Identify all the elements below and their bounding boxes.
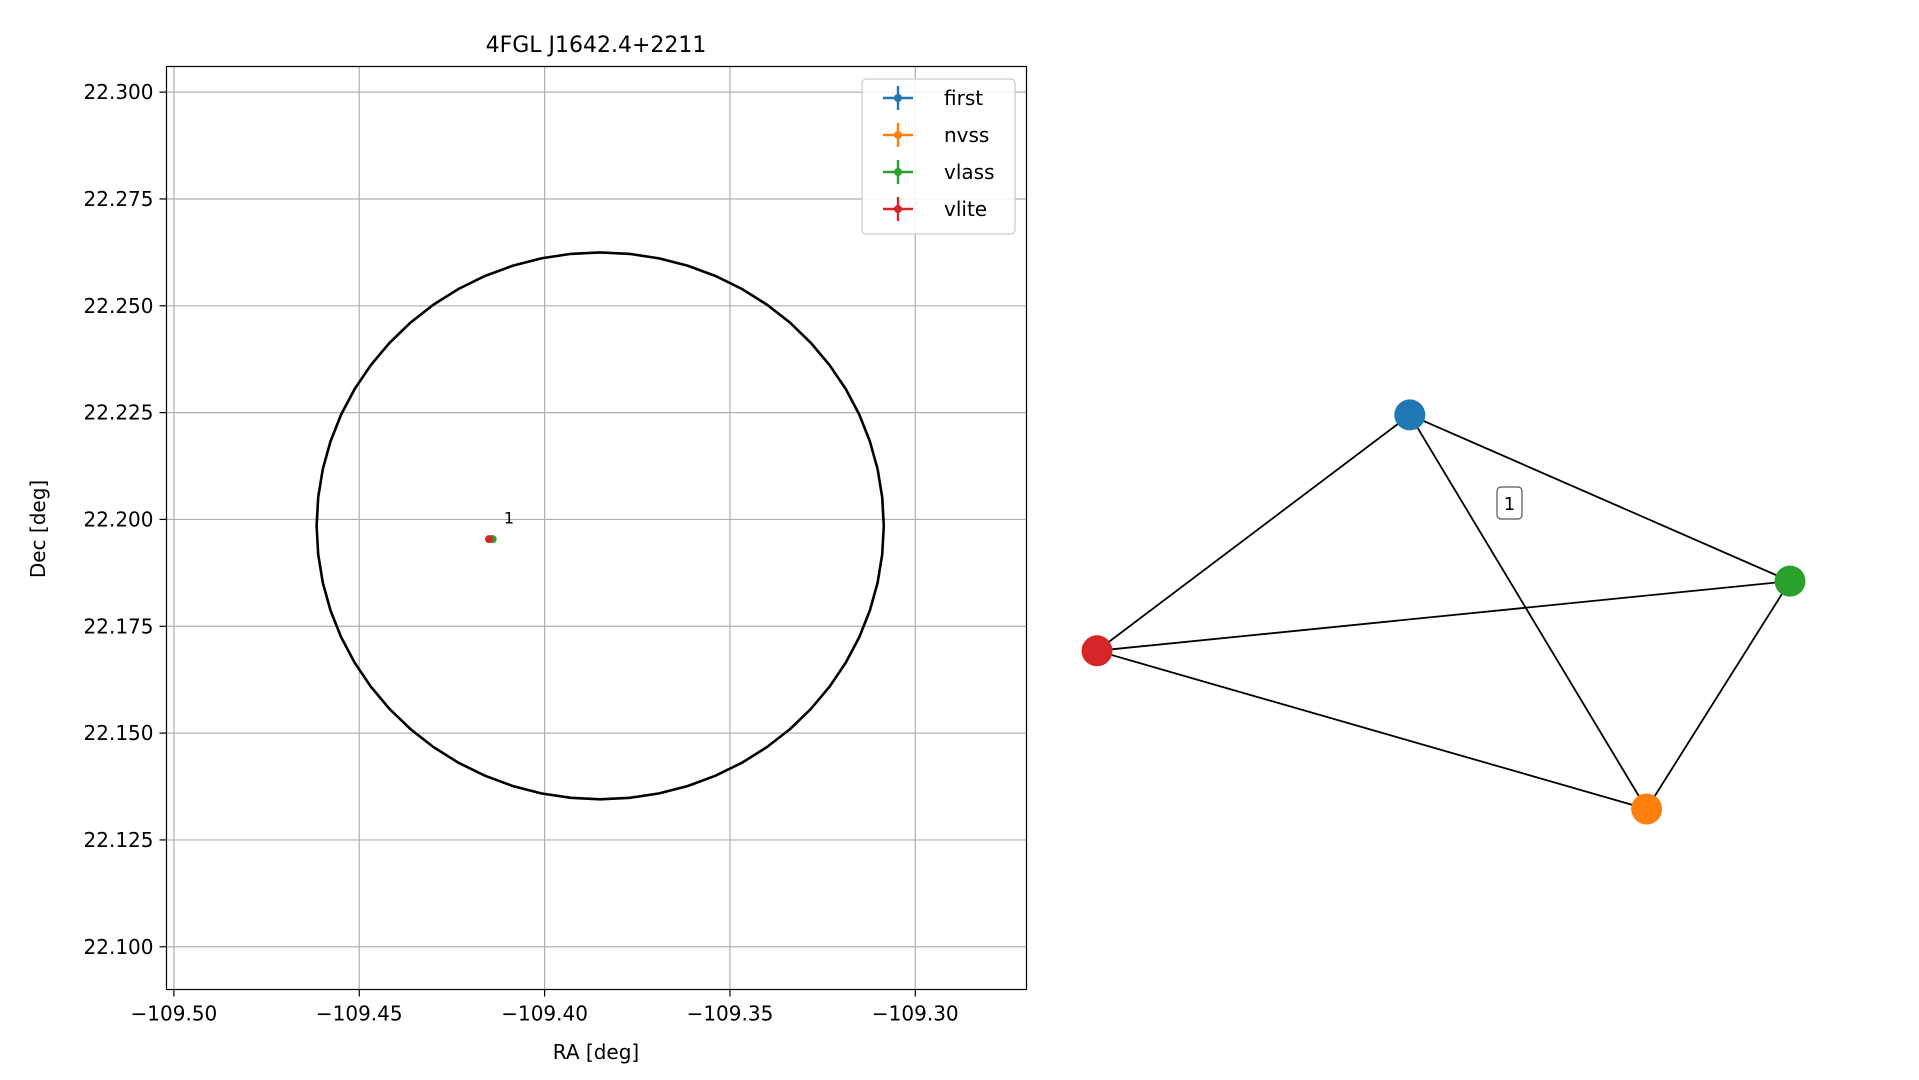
legend-entry-first: first	[883, 86, 983, 110]
y-tick-label: 22.225	[84, 401, 154, 425]
chart-title: 4FGL J1642.4+2211	[486, 33, 707, 58]
x-axis-label: RA [deg]	[553, 1040, 639, 1064]
legend-marker-dot	[894, 94, 902, 102]
sky-map-chart: −109.50 −109.45 −109.40 −109.35 −109.30 22.10…	[26, 33, 1028, 1064]
x-tick-label: −109.35	[687, 1002, 774, 1026]
y-tick-label: 22.100	[84, 935, 154, 959]
legend-label: first	[944, 86, 983, 110]
edge-first-vlite	[1096, 414, 1411, 652]
y-tick-label: 22.200	[84, 507, 154, 531]
legend-marker-dot	[894, 168, 902, 176]
legend-entry-vlass: vlass	[883, 160, 995, 184]
plot-frame	[165, 65, 1028, 991]
edge-vlite-vlass	[1096, 580, 1791, 652]
legend-label: vlass	[944, 160, 995, 184]
y-axis-label: Dec [deg]	[26, 480, 50, 578]
x-tick-label: −109.30	[872, 1002, 959, 1026]
node-first	[1394, 399, 1426, 431]
data-points	[485, 535, 497, 544]
legend-marker-dot	[894, 131, 902, 139]
edge-label-text: 1	[1504, 494, 1515, 515]
point-vlite	[485, 535, 493, 544]
error-ellipse	[315, 251, 886, 801]
legend-label: nvss	[944, 123, 989, 147]
legend: first nvss vlass vlite	[861, 78, 1016, 235]
x-tick-label: −109.45	[316, 1002, 403, 1026]
legend-entry-nvss: nvss	[883, 123, 989, 147]
edge-first-nvss	[1409, 414, 1648, 810]
edge-label: 1	[1496, 486, 1523, 520]
y-tick-label: 22.125	[84, 828, 154, 852]
ellipse-outline	[315, 251, 886, 801]
y-tick-label: 22.275	[84, 187, 154, 211]
x-tick-label: −109.50	[131, 1002, 218, 1026]
legend-frame	[861, 78, 1016, 235]
node-vlite	[1081, 635, 1113, 667]
y-tick-label: 22.175	[84, 614, 154, 638]
legend-entry-vlite: vlite	[883, 197, 987, 221]
graph-edges	[1096, 414, 1791, 810]
edge-vlite-nvss	[1096, 649, 1647, 810]
x-tick-label: −109.40	[501, 1002, 588, 1026]
edge-label-box	[1496, 486, 1523, 520]
network-graph: 1	[1081, 399, 1806, 825]
edge-first-vlass	[1409, 414, 1791, 582]
graph-nodes	[1081, 399, 1806, 825]
legend-entries: first nvss vlass vlite	[883, 86, 995, 221]
axis-ticks: −109.50 −109.45 −109.40 −109.35 −109.30 22.10…	[84, 80, 959, 1025]
node-nvss	[1631, 793, 1663, 825]
y-tick-label: 22.150	[84, 721, 154, 745]
edge-vlass-nvss	[1645, 580, 1791, 810]
y-tick-label: 22.300	[84, 80, 154, 104]
node-vlass	[1774, 565, 1806, 597]
legend-marker-dot	[894, 205, 902, 213]
point-annotation: 1	[504, 509, 514, 528]
y-tick-label: 22.250	[84, 294, 154, 318]
legend-label: vlite	[944, 197, 987, 221]
